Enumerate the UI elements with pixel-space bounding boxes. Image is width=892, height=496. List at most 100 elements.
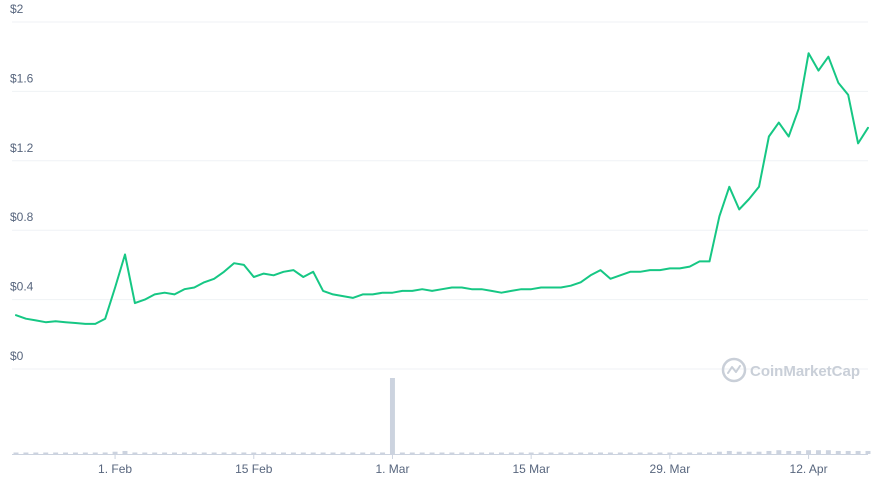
- volume-bar: [716, 451, 722, 454]
- volume-bar: [776, 450, 782, 454]
- y-tick-label: $0.4: [10, 280, 34, 294]
- volume-bar: [746, 451, 752, 454]
- x-axis-ticks: 1. Feb 15 Feb 1. Mar 15 Mar 29. Mar 12. Apr: [98, 454, 828, 476]
- volume-bar: [102, 452, 108, 454]
- volume-bar: [181, 452, 187, 454]
- volume-bar: [72, 452, 78, 454]
- price-series: [15, 52, 869, 325]
- volume-bar: [796, 450, 802, 454]
- volume-bar: [152, 452, 158, 454]
- volume-bar: [191, 452, 197, 454]
- volume-bar: [825, 450, 831, 454]
- y-axis-ticks: $0 $0.4 $0.8 $1.2 $1.6 $2: [10, 2, 34, 363]
- volume-bar: [845, 450, 851, 454]
- volume-bar: [518, 452, 524, 454]
- volume-bar: [330, 452, 336, 454]
- volume-bar: [82, 452, 88, 454]
- volume-bar: [835, 450, 841, 454]
- volume-bar: [855, 450, 861, 454]
- volume-bar: [588, 452, 594, 454]
- volume-bar: [697, 452, 703, 454]
- volume-bar: [429, 452, 435, 454]
- volume-bar: [142, 452, 148, 454]
- volume-bar: [528, 452, 534, 454]
- volume-bar: [43, 452, 49, 454]
- volume-bar: [726, 450, 732, 454]
- volume-bar: [637, 452, 643, 454]
- volume-bar: [112, 451, 118, 454]
- volume-bars: [13, 378, 871, 454]
- volume-bar: [399, 452, 405, 454]
- coinmarketcap-logo-icon: [721, 357, 747, 383]
- x-tick-label: 12. Apr: [790, 462, 828, 476]
- volume-bar: [340, 452, 346, 454]
- volume-bar: [350, 452, 356, 454]
- volume-bar: [360, 452, 366, 454]
- volume-bar: [53, 452, 59, 454]
- volume-bar: [122, 450, 128, 454]
- volume-bar: [23, 452, 29, 454]
- x-tick-label: 1. Feb: [98, 462, 132, 476]
- volume-bar: [211, 452, 217, 454]
- y-tick-label: $1.6: [10, 71, 34, 85]
- volume-bar: [231, 452, 237, 454]
- x-tick-label: 15 Mar: [512, 462, 549, 476]
- volume-bar: [271, 452, 277, 454]
- volume-bar: [439, 452, 445, 454]
- volume-bar: [172, 452, 177, 454]
- volume-bar: [806, 450, 812, 454]
- volume-bar: [647, 452, 653, 454]
- volume-bar: [221, 452, 227, 454]
- volume-bar: [479, 452, 485, 454]
- volume-bar: [370, 452, 376, 454]
- volume-bar: [320, 452, 326, 454]
- volume-bar: [201, 452, 207, 454]
- volume-bar: [251, 452, 257, 454]
- volume-bar: [162, 452, 168, 454]
- volume-bar: [558, 452, 564, 454]
- volume-bar: [667, 452, 673, 454]
- volume-bar: [300, 452, 306, 454]
- volume-bar: [459, 452, 465, 454]
- volume-bar: [786, 450, 792, 454]
- volume-bar: [389, 378, 395, 454]
- volume-bar: [498, 452, 504, 454]
- volume-bar: [13, 452, 19, 454]
- volume-bar: [657, 452, 663, 454]
- y-tick-label: $1.2: [10, 141, 34, 155]
- volume-bar: [736, 451, 742, 454]
- volume-bar: [469, 452, 475, 454]
- grid-lines: [12, 21, 868, 455]
- y-tick-label: $2: [10, 2, 24, 16]
- x-tick-label: 15 Feb: [235, 462, 273, 476]
- volume-bar: [677, 452, 683, 454]
- volume-bar: [449, 452, 455, 454]
- volume-bar: [548, 452, 554, 454]
- volume-bar: [281, 452, 286, 454]
- volume-bar: [815, 450, 821, 454]
- volume-bar: [766, 450, 772, 454]
- price-line: [15, 52, 869, 325]
- volume-bar: [627, 452, 633, 454]
- x-tick-label: 1. Mar: [375, 462, 409, 476]
- volume-bar: [607, 452, 613, 454]
- volume-bar: [865, 450, 871, 454]
- volume-bar: [310, 452, 316, 454]
- coinmarketcap-watermark: CoinMarketCap: [721, 357, 860, 383]
- volume-bar: [756, 451, 762, 454]
- volume-bar: [132, 452, 138, 454]
- volume-bar: [707, 452, 712, 454]
- volume-bar: [568, 452, 574, 454]
- volume-bar: [33, 452, 39, 454]
- volume-bar: [63, 452, 69, 454]
- watermark-text: CoinMarketCap: [750, 363, 860, 380]
- volume-bar: [380, 452, 386, 454]
- volume-bar: [290, 452, 296, 454]
- volume-bar: [92, 452, 98, 454]
- volume-bar: [578, 452, 584, 454]
- volume-bar: [538, 452, 544, 454]
- y-tick-label: $0.8: [10, 210, 34, 224]
- volume-bar: [419, 452, 425, 454]
